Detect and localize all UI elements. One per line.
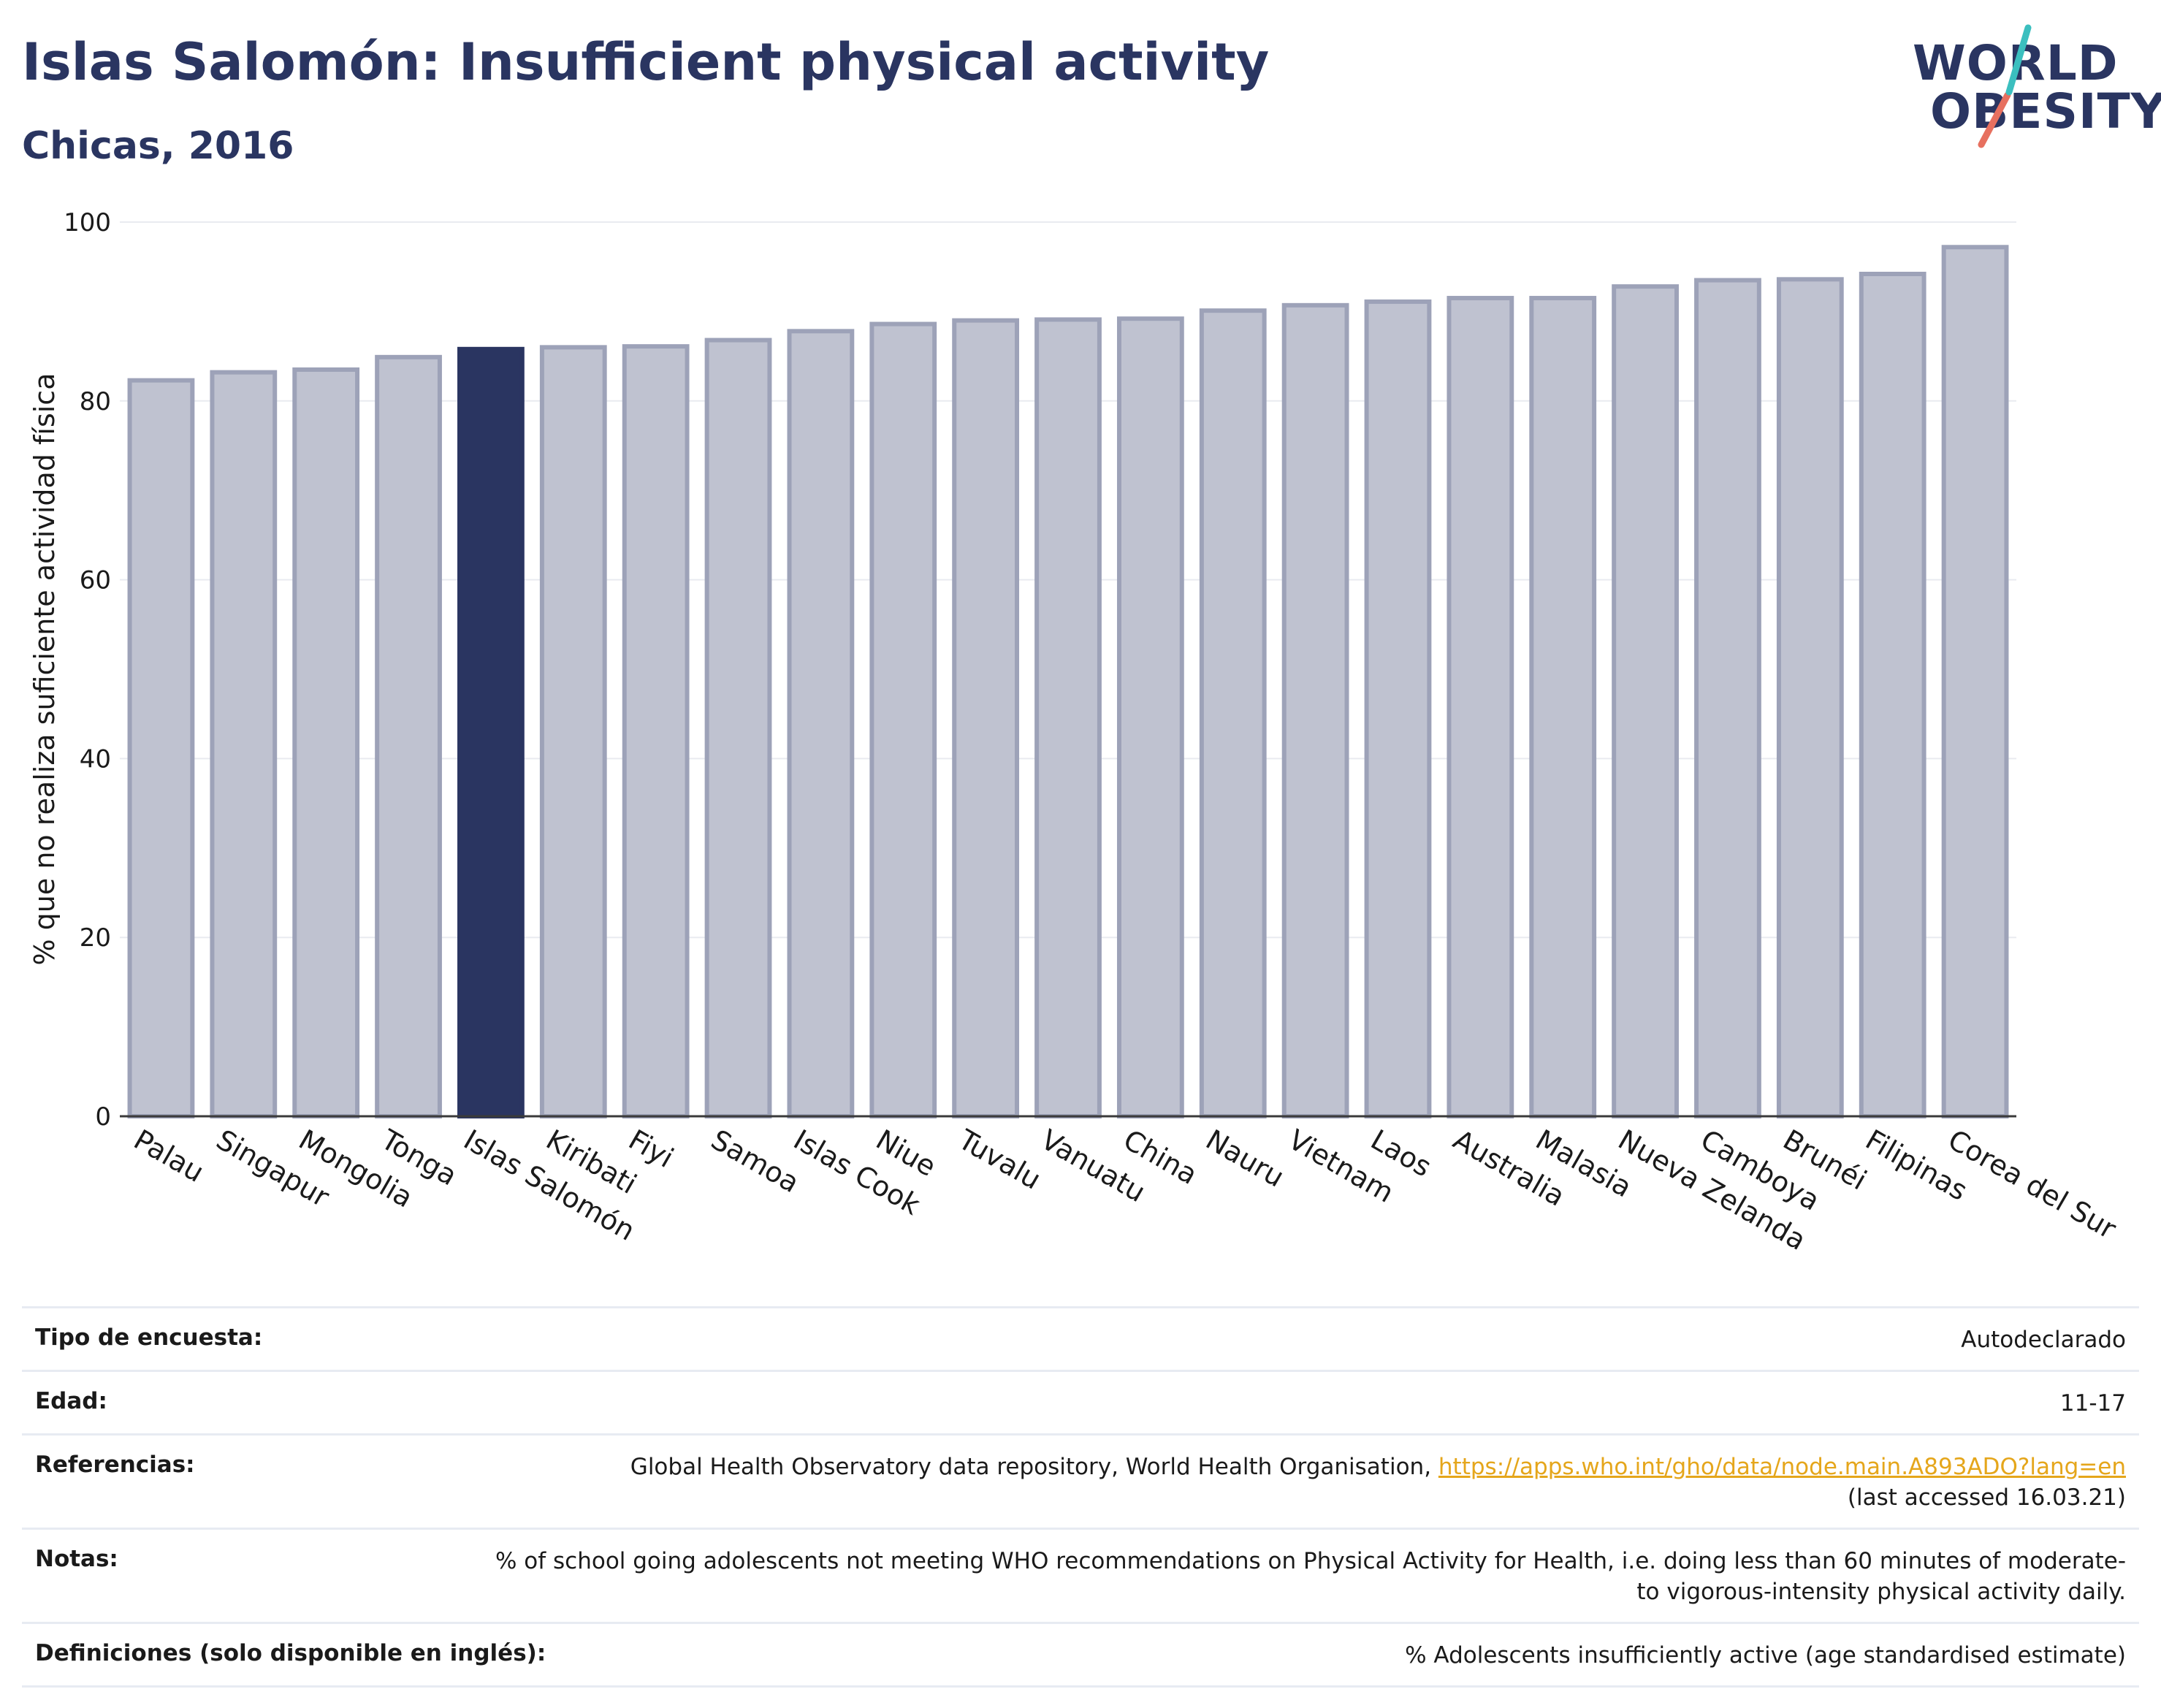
logo-line-2: OBESITY — [1930, 83, 2161, 140]
bar-vietnam — [1281, 302, 1349, 1118]
meta-row-notes: Notas: % of school going adolescents not… — [22, 1528, 2139, 1622]
bar-vanuatu — [1034, 317, 1102, 1118]
y-tick-label: 60 — [80, 566, 111, 595]
y-axis-title: % que no realiza suficiente actividad fí… — [28, 373, 61, 966]
bar-brunéi — [1776, 277, 1844, 1118]
bar-tonga — [375, 354, 442, 1119]
x-tick-label: Palau — [129, 1124, 210, 1189]
y-tick-label: 80 — [80, 387, 111, 416]
meta-row-definitions: Definiciones (solo disponible en inglés)… — [22, 1622, 2139, 1688]
bar-samoa — [704, 338, 772, 1118]
bar-laos — [1364, 299, 1432, 1118]
y-tick-label: 0 — [95, 1102, 111, 1132]
chart-subtitle: Chicas, 2016 — [22, 124, 294, 168]
x-tick-label: Samoa — [706, 1124, 804, 1200]
reference-link[interactable]: https://apps.who.int/gho/data/node.main.… — [1438, 1454, 2126, 1480]
bar-kiribati — [539, 345, 607, 1118]
world-obesity-logo: WORLD OBESITY — [1899, 22, 2161, 153]
bars — [127, 245, 2009, 1119]
bar-chart: 0 20 40 60 80 100 % que no realiza suficiente … — [28, 208, 2122, 1257]
meta-value: % of school going adolescents not meetin… — [495, 1548, 2126, 1605]
bar-islas-salomón — [457, 346, 525, 1119]
x-tick-label: Nauru — [1200, 1124, 1289, 1194]
bar-china — [1116, 316, 1184, 1118]
chart-title: Islas Salomón: Insufficient physical act… — [22, 32, 1270, 92]
bar-singapur — [210, 370, 278, 1118]
meta-value: % Adolescents insufficiently active (age… — [1405, 1642, 2126, 1669]
y-tick-label: 40 — [80, 744, 111, 774]
meta-row-references: Referencias: Global Health Observatory d… — [22, 1433, 2139, 1528]
bar-australia — [1447, 296, 1514, 1118]
bar-nauru — [1199, 308, 1267, 1118]
bar-islas-cook — [787, 329, 855, 1118]
meta-label: Tipo de encuesta: — [35, 1324, 263, 1351]
metadata-table: Tipo de encuesta: Autodeclarado Edad: 11… — [22, 1306, 2139, 1688]
meta-row-survey-type: Tipo de encuesta: Autodeclarado — [22, 1306, 2139, 1370]
y-tick-label: 100 — [64, 208, 111, 237]
bar-corea-del-sur — [1941, 245, 2009, 1119]
bar-filipinas — [1859, 271, 1926, 1119]
reference-accessed: (last accessed 16.03.21) — [1847, 1484, 2126, 1511]
y-tick-label: 20 — [80, 923, 111, 953]
meta-value: 11-17 — [2059, 1390, 2126, 1417]
meta-label: Notas: — [35, 1546, 118, 1572]
bar-mongolia — [292, 367, 360, 1118]
bar-tuvalu — [952, 318, 1020, 1118]
x-tick-label: Tuvalu — [953, 1123, 1046, 1196]
logo-slash-icon — [1978, 24, 2032, 148]
meta-row-age: Edad: 11-17 — [22, 1370, 2139, 1433]
bar-palau — [127, 378, 195, 1118]
meta-label: Edad: — [35, 1388, 107, 1414]
meta-value: Global Health Observatory data repositor… — [630, 1452, 2126, 1513]
meta-label: Definiciones (solo disponible en inglés)… — [35, 1640, 546, 1666]
meta-value: Autodeclarado — [1961, 1327, 2126, 1353]
bar-malasia — [1529, 296, 1597, 1118]
meta-label: Referencias: — [35, 1452, 195, 1478]
bar-nueva-zelanda — [1612, 284, 1679, 1118]
bar-fiyi — [622, 344, 690, 1118]
reference-text: Global Health Observatory data repositor… — [630, 1454, 1438, 1480]
bar-niue — [869, 321, 937, 1118]
bar-camboya — [1694, 278, 1761, 1118]
